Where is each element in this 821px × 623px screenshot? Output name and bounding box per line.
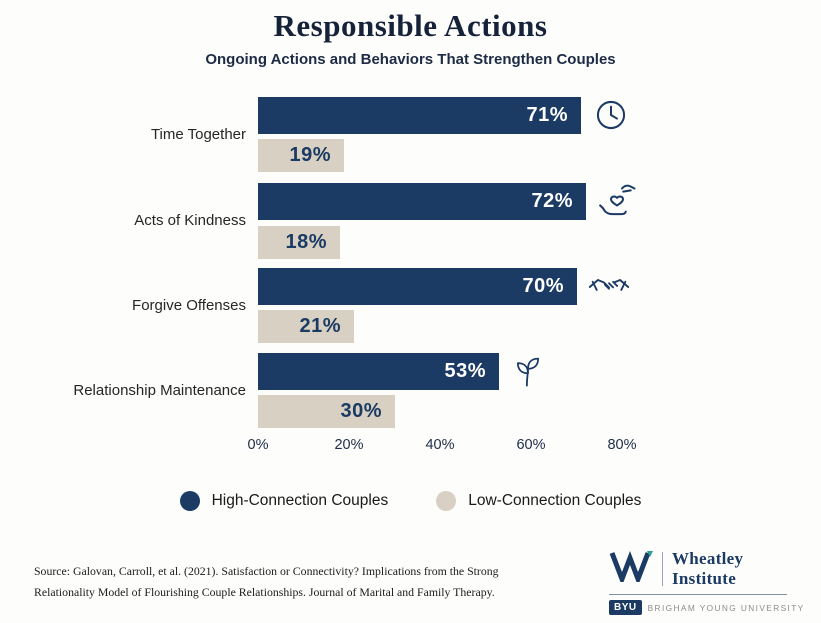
bar-chart: Time Together 71% 19% Acts of Kindness 72% 18… — [0, 96, 821, 457]
bar-pair: 71% 19% — [258, 96, 630, 172]
logo-rule — [609, 594, 787, 596]
logo-wordmark: Wheatley Institute — [672, 549, 744, 588]
bar-low-connection: 30% — [258, 395, 395, 428]
chart-group: Forgive Offenses 70% 21% — [0, 268, 821, 343]
bar-value-label: 21% — [299, 315, 341, 337]
category-label: Forgive Offenses — [132, 297, 246, 314]
x-tick: 40% — [425, 437, 455, 453]
byu-badge: BYU — [609, 600, 642, 616]
page-title: Responsible Actions — [273, 8, 548, 43]
bar-pair: 72% 18% — [258, 181, 637, 259]
bar-low-connection: 19% — [258, 139, 344, 172]
x-tick: 20% — [334, 437, 364, 453]
x-tick: 0% — [247, 437, 269, 453]
bar-high-connection: 53% — [258, 352, 499, 390]
legend-swatch-low — [436, 491, 457, 511]
chart-group: Acts of Kindness 72% 18% — [0, 181, 821, 259]
source-line-2: Relationality Model of Flourishing Coupl… — [34, 585, 495, 600]
page-subtitle: Ongoing Actions and Behaviors That Stren… — [205, 51, 616, 68]
wheatley-w-icon — [609, 550, 653, 587]
bar-high-connection: 72% — [258, 182, 586, 220]
handshake-icon — [588, 270, 630, 304]
footer: Source: Galovan, Carroll, et al. (2021).… — [0, 549, 821, 616]
category-label: Relationship Maintenance — [73, 381, 246, 399]
x-tick: 80% — [607, 437, 637, 453]
bar-value-label: 71% — [526, 103, 568, 126]
category-label: Time Together — [150, 125, 246, 143]
source-line-1: Source: Galovan, Carroll, et al. (2021).… — [34, 564, 499, 579]
legend-label-high: High-Connection Couples — [211, 492, 389, 509]
bar-low-connection: 21% — [258, 310, 354, 343]
x-tick: 60% — [516, 437, 546, 453]
logo-divider — [662, 551, 663, 586]
chart-rows: Time Together 71% 19% Acts of Kindness 72% 18… — [0, 96, 821, 428]
bar-high-connection: 70% — [258, 268, 577, 305]
bar-high-connection: 71% — [258, 96, 581, 134]
bar-value-label: 19% — [289, 144, 331, 166]
bar-value-label: 30% — [340, 400, 382, 422]
legend: High-Connection Couples Low-Connection C… — [0, 491, 821, 511]
byu-university-label: BRIGHAM YOUNG UNIVERSITY — [647, 602, 805, 613]
category-label: Acts of Kindness — [134, 211, 246, 229]
clock-icon — [592, 96, 630, 134]
x-axis: 0% 20% 40% 60% 80% — [248, 437, 637, 457]
legend-swatch-high — [179, 491, 200, 511]
bar-value-label: 53% — [444, 359, 486, 382]
bar-value-label: 72% — [531, 189, 573, 212]
wheatley-institute-logo: Wheatley Institute BYU BRIGHAM YOUNG UNI… — [609, 549, 803, 616]
bar-pair: 70% 21% — [258, 268, 630, 343]
chart-group: Time Together 71% 19% — [0, 96, 821, 172]
legend-label-low: Low-Connection Couples — [468, 492, 642, 509]
chart-group: Relationship Maintenance 53% 30% — [0, 352, 821, 428]
source-citation: Source: Galovan, Carroll, et al. (2021).… — [34, 561, 499, 602]
bar-value-label: 18% — [285, 231, 327, 253]
sprout-icon — [510, 352, 546, 390]
bar-pair: 53% 30% — [258, 352, 546, 428]
legend-item-low-connection: Low-Connection Couples — [436, 491, 641, 511]
bar-low-connection: 18% — [258, 226, 340, 259]
bar-value-label: 70% — [522, 275, 564, 297]
legend-item-high-connection: High-Connection Couples — [179, 491, 389, 511]
hands-heart-icon — [597, 181, 637, 221]
